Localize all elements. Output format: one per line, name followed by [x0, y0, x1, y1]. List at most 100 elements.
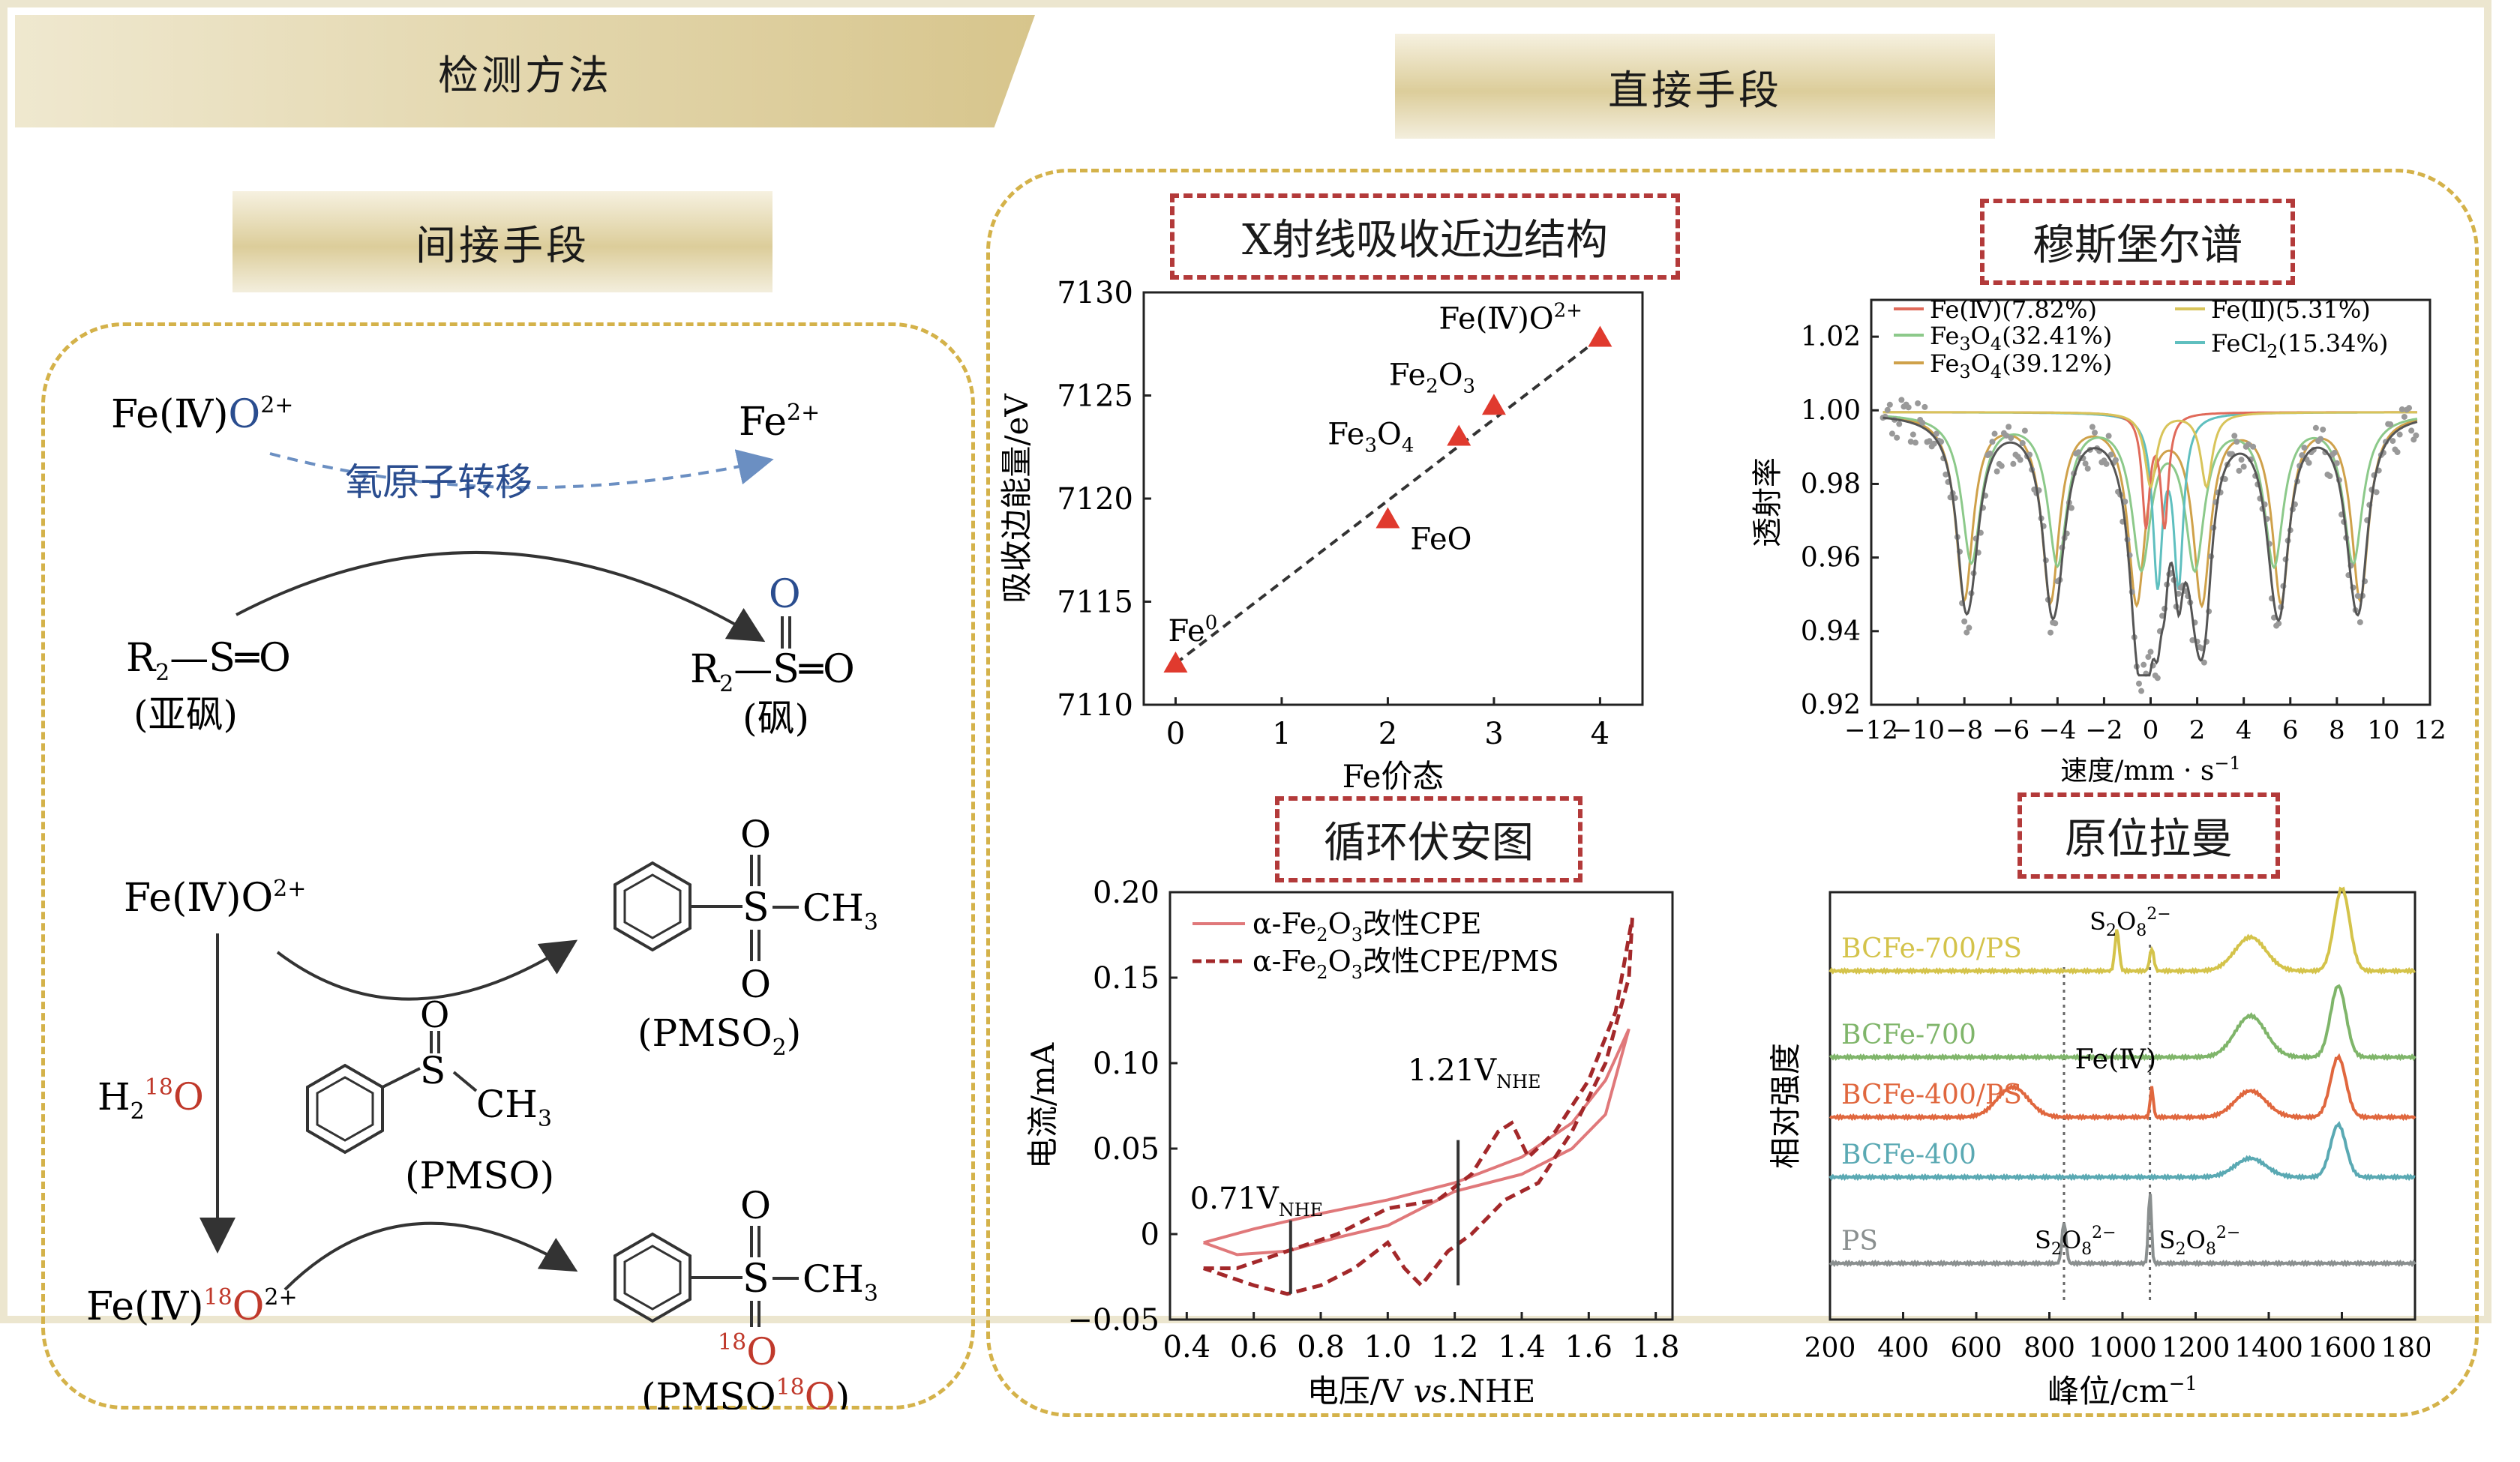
x-tick-label: 1: [1272, 717, 1291, 751]
legend-label: Fe(Ⅳ)(7.82%): [1930, 295, 2097, 324]
sulfone-formula: R2—S═O: [690, 647, 855, 697]
plot-frame: [1168, 891, 1674, 1321]
s2o8-label: S2O82−: [2090, 905, 2171, 940]
legend-label-dashed: α-Fe2O3改性CPE/PMS: [1252, 945, 1559, 983]
benzene-ring-pmso: [306, 1063, 384, 1155]
cv-solid-curve: [1203, 1028, 1630, 1257]
data-dot: [2084, 465, 2091, 472]
cv-title: 循环伏安图: [1324, 819, 1534, 867]
data-dot: [1896, 421, 1903, 427]
x-tick-label: 1.2: [1431, 1330, 1479, 1365]
data-point: [1481, 394, 1506, 415]
data-dot: [2406, 405, 2413, 412]
cv-dashed-curve: [1202, 917, 1634, 1296]
data-dot: [2333, 460, 2340, 466]
benzene-ring-pmso2: [614, 861, 692, 952]
raman-chart: 200 400 600 800 10001200140016001800 峰位/cm−1 相…: [1770, 886, 2430, 1410]
data-dot: [2320, 426, 2326, 433]
indirect-methods-label: 间接手段: [416, 222, 590, 269]
point-label: Fe0: [1168, 612, 1217, 649]
data-dot: [2017, 457, 2024, 463]
pmso18-o-bottom: 18O: [718, 1329, 777, 1374]
data-dot: [2373, 489, 2380, 496]
data-dot: [2006, 424, 2012, 430]
s2o8-label: S2O82−: [2159, 1224, 2241, 1259]
data-dot: [2089, 424, 2096, 430]
data-dot: [2105, 433, 2112, 439]
pmso18-name: (PMSO18O): [641, 1374, 850, 1410]
pmso18-o-top: O: [740, 1184, 771, 1227]
x-tick-label: 1200: [2162, 1333, 2230, 1364]
y-tick-label: 0.05: [1093, 1132, 1160, 1167]
pmso2-s: S: [742, 885, 770, 930]
x-tick-label: −12: [1844, 715, 1898, 745]
data-dot: [1898, 397, 1905, 403]
feiv-o-top: Fe(Ⅳ)O2+: [111, 392, 293, 437]
sulfoxide-name: (亚砜): [134, 693, 238, 736]
x-tick-label: 1400: [2234, 1333, 2303, 1364]
legend-label-solid: α-Fe2O3改性CPE: [1252, 907, 1481, 945]
data-dot: [2200, 659, 2207, 666]
data-dot: [2082, 460, 2089, 467]
feiv-label: Fe(Ⅳ): [2075, 1044, 2156, 1075]
data-dot: [1905, 404, 1912, 411]
data-dot: [1912, 439, 1918, 446]
y-tick-label: 0: [1141, 1218, 1160, 1252]
data-dot: [2390, 438, 2396, 445]
data-dot: [2008, 435, 2014, 442]
pmso-o: O: [420, 994, 449, 1036]
data-dot: [2075, 449, 2082, 456]
data-dot: [2245, 441, 2252, 448]
raman-title-box: 原位拉曼: [2018, 792, 2280, 879]
x-tick-label: 10: [2367, 715, 2399, 745]
data-point: [1376, 507, 1400, 529]
x-tick-label: 12: [2414, 715, 2446, 745]
sulfone-top-o: O: [769, 572, 801, 617]
cv-chart: 0.4 0.6 0.8 1.0 1.2 1.4 1.6 1.8 −0.05 0 0.05 0.10 0.…: [1024, 877, 1680, 1410]
s2o8-label: S2O82−: [2035, 1224, 2116, 1259]
data-dot: [1894, 434, 1900, 441]
y-axis-label: 相对强度: [1770, 1043, 1804, 1169]
x-tick-label: 1.8: [1632, 1330, 1680, 1365]
data-dot: [1926, 438, 1933, 445]
data-dot: [2356, 619, 2363, 625]
raman-series-label: PS: [1841, 1226, 1878, 1257]
raman-line: [1828, 1121, 2416, 1182]
data-dot: [1964, 629, 1970, 636]
data-point: [1588, 325, 1612, 347]
data-dot: [1930, 440, 1937, 447]
x-tick-label: 2: [2189, 715, 2206, 745]
x-tick-label: 4: [2236, 715, 2252, 745]
data-dot: [2326, 473, 2333, 480]
raman-series-label: BCFe-700/PS: [1841, 933, 2022, 964]
data-dot: [2394, 448, 2401, 455]
data-dot: [2234, 439, 2240, 445]
data-dot: [2103, 460, 2110, 467]
y-axis-label: 电流/mA: [1024, 1042, 1061, 1169]
y-tick-label: 7125: [1057, 379, 1133, 414]
x-tick-label: −10: [1891, 715, 1945, 745]
indirect-chemistry-diagram: Fe(Ⅳ)O2+ Fe2+ 氧原子转移 R2—S═O (亚砜) O R2—S═O…: [86, 392, 878, 1410]
raman-line: [1828, 1194, 2416, 1268]
data-dot: [1919, 420, 1926, 427]
legend-label: Fe3O4(32.41%): [1930, 322, 2112, 355]
x-tick-label: 1800: [2380, 1333, 2430, 1364]
data-dot: [2413, 432, 2420, 439]
data-dot: [2312, 424, 2319, 431]
y-tick-label: 0.94: [1801, 616, 1861, 647]
y-tick-label: 0.92: [1801, 690, 1861, 721]
legend-label: FeCl2(15.34%): [2211, 329, 2388, 362]
data-dot: [2301, 445, 2308, 451]
data-dot: [1888, 430, 1895, 437]
subspectrum-line: [1882, 411, 2417, 490]
data-point: [1447, 424, 1472, 446]
data-dot: [2398, 406, 2405, 413]
data-dot: [1961, 618, 1968, 625]
data-dot: [2138, 688, 2145, 694]
subspectrum-line: [1882, 415, 2418, 574]
data-dot: [1998, 463, 2005, 469]
raman-line: [1828, 1053, 2416, 1122]
x-tick-label: 0.8: [1297, 1330, 1345, 1365]
data-dot: [1884, 406, 1891, 413]
data-dot: [2021, 427, 2028, 434]
